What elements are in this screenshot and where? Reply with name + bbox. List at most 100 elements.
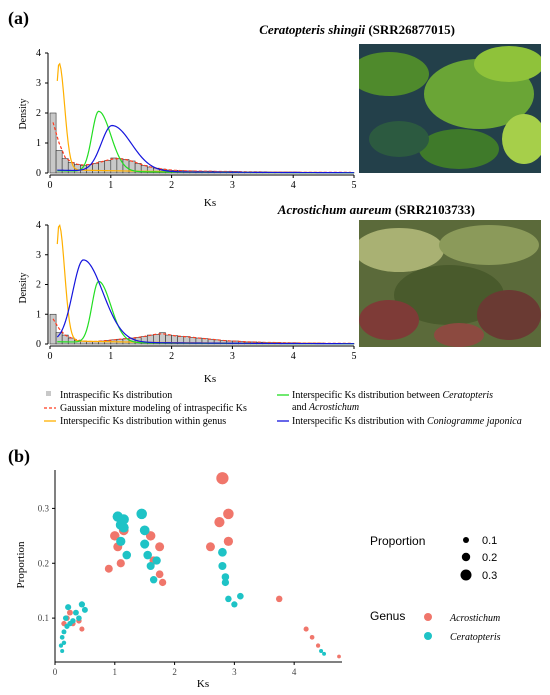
- scatter-point-ceratopteris: [81, 606, 88, 613]
- top-x-tick-label: 2: [169, 180, 174, 191]
- scatter-point-acrostichum: [275, 595, 283, 603]
- top-coniogramme-curve: [57, 124, 355, 174]
- scatter-point-ceratopteris: [61, 640, 67, 646]
- scatter-x-tick-label: 0: [53, 667, 58, 677]
- panel-a-label: (a): [8, 8, 29, 29]
- top-x-tick-label: 4: [291, 180, 296, 191]
- scatter-point-ceratopteris: [62, 615, 69, 621]
- scatter-y-tick-label: 0.3: [38, 503, 50, 513]
- photo-acrostichum-aureum: [359, 220, 541, 347]
- density-chart-ceratopteris: Ceratopteris shingii (SRR26877015) 0 1 2 3 4…: [18, 22, 455, 209]
- legend-conio-italic: Coniogramme japonica: [427, 416, 522, 427]
- legend-between-italic2: Acrostichum: [308, 402, 359, 413]
- scatter-point-ceratopteris: [65, 604, 72, 611]
- legend-panel-b: Proportion 0.1 0.2 0.3 Genus Acrostichum…: [370, 534, 501, 643]
- bottom-x-tick-label: 4: [291, 351, 296, 362]
- photo-acrostichum-red-leaves: [477, 290, 541, 340]
- scatter-point-acrostichum: [309, 634, 315, 640]
- scatter-point-ceratopteris: [122, 550, 132, 560]
- scatter-point-acrostichum: [223, 508, 234, 520]
- bottom-y-tick-label: 2: [36, 280, 41, 291]
- scatter-point-ceratopteris: [59, 634, 65, 640]
- legend-genus-label-ceratopteris: Ceratopteris: [450, 632, 501, 643]
- scatter-point-acrostichum: [223, 536, 234, 546]
- scatter-point-ceratopteris: [78, 601, 86, 608]
- scatter-point-acrostichum: [315, 643, 321, 648]
- photo-ceratopteris-frond: [502, 114, 541, 164]
- scatter-point-ceratopteris: [152, 556, 161, 565]
- chart-bottom-xlabel: Ks: [204, 373, 216, 385]
- legend-label-between-genera-line2: and Acrostichum: [292, 402, 359, 413]
- photo-acrostichum-leaves: [439, 225, 539, 265]
- scatter-point-acrostichum: [337, 654, 341, 659]
- scatter-point-ceratopteris: [116, 536, 126, 546]
- legend-label-between-genera: Interspecific Ks distribution between Ce…: [292, 390, 493, 401]
- bottom-x-tick-label: 5: [352, 351, 357, 362]
- chart-top-title-accession: (SRR26877015): [365, 22, 455, 37]
- photo-acrostichum-art: [359, 220, 541, 347]
- top-x-tick-label: 0: [48, 180, 53, 191]
- bottom-x-tick-label: 0: [48, 351, 53, 362]
- scatter-point-ceratopteris: [225, 595, 232, 603]
- scatter-point-ceratopteris: [76, 615, 82, 621]
- scatter-point-ceratopteris: [149, 576, 158, 584]
- legend-size-value-small: 0.1: [482, 535, 497, 547]
- density-chart-acrostichum: Acrostichum aureum (SRR2103733) 0 1 2 3 4 5 0 1…: [18, 202, 475, 385]
- top-y-tick-label: 0: [36, 168, 41, 179]
- scatter-y-tick-label: 0.2: [38, 558, 49, 568]
- bottom-hist-bar: [49, 313, 57, 345]
- scatter-x-tick-label: 1: [113, 667, 118, 677]
- top-y-tick-label: 1: [36, 138, 41, 149]
- legend-genus-dot-ceratopteris: [424, 632, 432, 640]
- scatter-point-ceratopteris: [139, 525, 150, 536]
- scatter-point-acrostichum: [116, 559, 125, 568]
- scatter-point-ceratopteris: [58, 643, 64, 648]
- legend-size-dot-small: [463, 537, 469, 543]
- scatter-point-acrostichum: [155, 570, 164, 579]
- top-hist-bar: [92, 163, 99, 174]
- bottom-coniogramme-curve: [56, 259, 355, 345]
- scatter-point-ceratopteris: [221, 578, 230, 587]
- scatter-point-ceratopteris: [231, 601, 238, 608]
- panel-b-label: (b): [8, 446, 30, 467]
- scatter-xlabel: Ks: [197, 678, 209, 690]
- top-hist-bar: [98, 161, 106, 174]
- chart-bottom-title-species: Acrostichum aureum: [277, 202, 392, 217]
- scatter-point-ceratopteris: [237, 592, 244, 600]
- scatter-point-ceratopteris: [218, 561, 227, 571]
- bottom-y-tick-label: 3: [36, 250, 41, 261]
- legend-between-line2: and: [292, 402, 309, 413]
- legend-conio-prefix: Interspecific Ks distribution with: [292, 416, 427, 427]
- chart-top-xlabel: Ks: [204, 197, 216, 209]
- bottom-x-tick-label: 1: [108, 351, 113, 362]
- legend-label-gmm: Gaussian mixture modeling of intraspecif…: [60, 403, 247, 414]
- top-y-tick-label: 2: [36, 108, 41, 119]
- legend-label-coniogramme: Interspecific Ks distribution with Conio…: [292, 416, 522, 427]
- scatter-x-tick-label: 3: [232, 667, 237, 677]
- top-within-genus-curve: [56, 62, 355, 174]
- scatter-point-acrostichum: [155, 542, 165, 552]
- scatter-point-ceratopteris: [118, 514, 129, 525]
- legend-genus-dot-acrostichum: [424, 613, 432, 621]
- scatter-point-acrostichum: [214, 517, 225, 528]
- photo-acrostichum-leaves: [359, 228, 444, 272]
- legend-size-title: Proportion: [370, 534, 425, 548]
- scatter-point-acrostichum: [104, 564, 113, 573]
- scatter-point-acrostichum: [67, 609, 73, 616]
- legend-swatch-intraspecific: [46, 391, 51, 396]
- scatter-point-ceratopteris: [136, 508, 147, 520]
- top-x-tick-label: 3: [230, 180, 235, 191]
- legend-size-value-medium: 0.2: [482, 552, 497, 564]
- scatter-point-ceratopteris: [140, 539, 150, 549]
- legend-between-italic1: Ceratopteris: [443, 390, 494, 401]
- scatter-chart-ks-proportion: 0 1 2 3 4 0.1 0.2 0.3 Ks Proportion: [15, 470, 342, 690]
- chart-top-title: Ceratopteris shingii (SRR26877015): [259, 22, 455, 37]
- scatter-point-ceratopteris: [70, 618, 76, 624]
- legend-size-dot-medium: [461, 552, 471, 562]
- scatter-point-acrostichum: [158, 578, 167, 587]
- photo-ceratopteris-frond: [419, 129, 499, 169]
- top-y-tick-label: 4: [36, 48, 41, 59]
- scatter-point-ceratopteris: [221, 573, 230, 581]
- legend-panel-a: Intraspecific Ks distribution Gaussian m…: [44, 390, 522, 427]
- bottom-y-tick-label: 0: [36, 339, 41, 350]
